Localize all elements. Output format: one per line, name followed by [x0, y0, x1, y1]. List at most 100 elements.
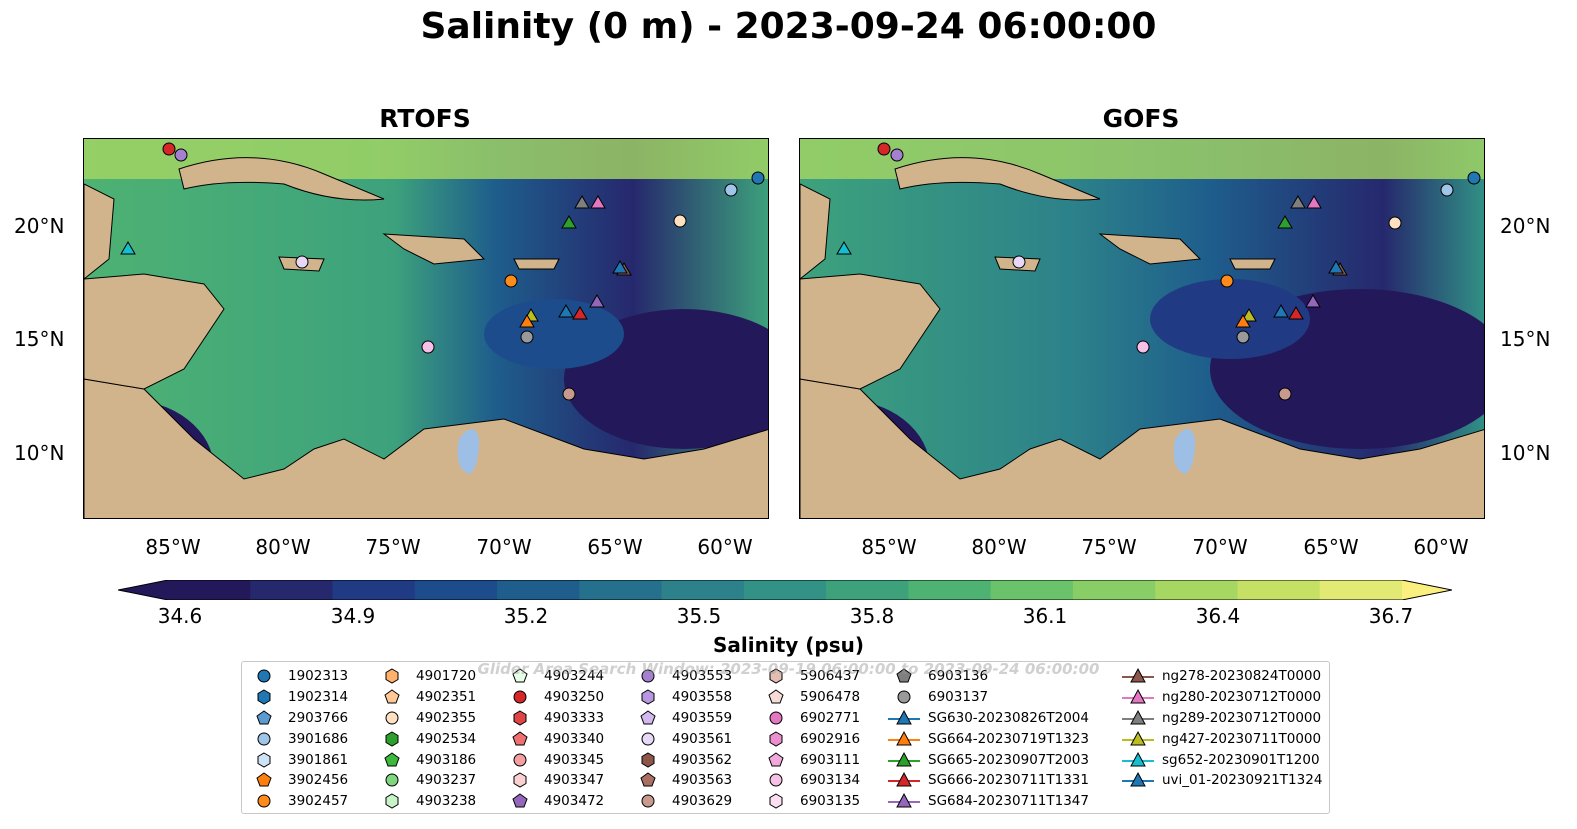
legend-label: ng278-20230824T0000 — [1162, 668, 1322, 685]
float-marker[interactable] — [724, 183, 738, 197]
glider-marker[interactable] — [1288, 306, 1304, 320]
legend-marker — [630, 667, 666, 685]
float-marker[interactable] — [504, 274, 518, 288]
legend-marker — [630, 751, 666, 769]
glider-marker[interactable] — [519, 314, 535, 328]
legend-marker — [886, 730, 922, 748]
float-marker[interactable] — [673, 214, 687, 228]
legend-label: 6902916 — [800, 730, 861, 747]
lat-tick-left: 10°N — [14, 441, 65, 465]
hexagon-marker-icon — [769, 668, 783, 684]
legend-label: 6902771 — [800, 709, 861, 726]
legend-label: ng289-20230712T0000 — [1162, 709, 1322, 726]
pentagon-marker-icon — [384, 751, 400, 767]
legend-marker — [502, 730, 538, 748]
triangle-marker-icon — [1122, 668, 1154, 683]
legend-column: 6903136 6903137 SG630-20230826T2004 SG664-2… — [886, 666, 1089, 812]
legend-column: 4903553 4903558 4903559 4903561 4903562 49035… — [630, 666, 732, 812]
circle-marker-icon — [641, 794, 655, 808]
legend-label: 4902355 — [416, 709, 477, 726]
glider-marker[interactable] — [120, 241, 136, 255]
legend-label: SG664-20230719T1323 — [928, 730, 1089, 747]
float-marker[interactable] — [1012, 255, 1026, 269]
glider-marker[interactable] — [1273, 304, 1289, 318]
float-marker[interactable] — [1467, 171, 1481, 185]
lake-maracaibo — [1173, 429, 1195, 474]
glider-marker[interactable] — [561, 215, 577, 229]
glider-marker[interactable] — [1277, 215, 1293, 229]
glider-marker[interactable] — [574, 195, 590, 209]
float-marker[interactable] — [1136, 340, 1150, 354]
float-marker[interactable] — [421, 340, 435, 354]
lon-tick: 80°W — [255, 535, 311, 559]
glider-marker[interactable] — [1241, 308, 1257, 322]
central-america-land — [800, 273, 941, 390]
float-marker[interactable] — [1278, 387, 1292, 401]
colorbar-tick: 34.6 — [157, 604, 203, 628]
fresh-eddy — [484, 299, 624, 369]
float-marker[interactable] — [174, 148, 188, 162]
legend-item: uvi_01-20230921T1324 — [1120, 770, 1322, 791]
legend-label: 4903563 — [672, 772, 733, 789]
float-marker[interactable] — [1236, 330, 1250, 344]
legend-item: SG630-20230826T2004 — [886, 708, 1089, 729]
legend-label: SG684-20230711T1347 — [928, 793, 1089, 810]
glider-marker[interactable] — [558, 304, 574, 318]
hexagon-marker-icon — [385, 793, 399, 809]
legend-marker — [886, 771, 922, 789]
glider-marker[interactable] — [836, 241, 852, 255]
legend-label: 4903244 — [544, 668, 605, 685]
float-marker[interactable] — [877, 142, 891, 156]
legend-item: SG665-20230907T2003 — [886, 749, 1089, 770]
float-marker[interactable] — [1220, 274, 1234, 288]
float-marker[interactable] — [1388, 216, 1402, 230]
lon-tick: 85°W — [861, 535, 917, 559]
legend-item: 4903186 — [374, 749, 476, 770]
float-marker[interactable] — [295, 255, 309, 269]
legend-item: 4903563 — [630, 770, 732, 791]
rtofs-salinity-map[interactable] — [83, 138, 769, 519]
legend-marker — [758, 730, 794, 748]
glider-marker[interactable] — [1290, 195, 1306, 209]
south-america-land — [84, 378, 768, 518]
float-marker[interactable] — [520, 330, 534, 344]
gofs-salinity-map[interactable] — [799, 138, 1485, 519]
glider-marker[interactable] — [1235, 314, 1251, 328]
legend-marker — [374, 792, 410, 810]
lon-tick: 65°W — [587, 535, 643, 559]
glider-marker[interactable] — [1305, 294, 1321, 308]
rtofs-map-canvas — [84, 139, 768, 518]
legend-item: 1902314 — [246, 687, 348, 708]
puerto-rico-land — [513, 258, 560, 270]
legend-label: 4903553 — [672, 668, 733, 685]
legend-item: SG684-20230711T1347 — [886, 791, 1089, 812]
legend-label: 5906437 — [800, 668, 861, 685]
legend-label: 4903558 — [672, 689, 733, 706]
float-marker[interactable] — [562, 387, 576, 401]
legend-marker — [1120, 771, 1156, 789]
legend-item: 4903340 — [502, 728, 604, 749]
legend-label: 4903629 — [672, 793, 733, 810]
glider-marker[interactable] — [1306, 195, 1322, 209]
legend-column: 5906437 5906478 6902771 6902916 6903111 69031… — [758, 666, 860, 812]
legend-marker — [1120, 709, 1156, 727]
glider-marker[interactable] — [589, 294, 605, 308]
float-marker[interactable] — [1440, 183, 1454, 197]
legend-item: 4902355 — [374, 708, 476, 729]
legend-item: 3901686 — [246, 728, 348, 749]
float-marker[interactable] — [890, 148, 904, 162]
colorbar-segment — [661, 580, 745, 600]
glider-marker[interactable] — [1328, 260, 1344, 274]
glider-marker[interactable] — [572, 306, 588, 320]
legend-item: 4903629 — [630, 791, 732, 812]
legend-label: 3901686 — [288, 730, 349, 747]
float-marker[interactable] — [751, 171, 765, 185]
legend-marker — [1120, 751, 1156, 769]
pentagon-marker-icon — [640, 772, 656, 787]
glider-marker[interactable] — [612, 260, 628, 274]
lat-tick-right: 15°N — [1500, 327, 1551, 351]
legend-label: 5906478 — [800, 689, 861, 706]
float-marker[interactable] — [162, 142, 176, 156]
glider-marker[interactable] — [590, 195, 606, 209]
legend-marker — [374, 751, 410, 769]
